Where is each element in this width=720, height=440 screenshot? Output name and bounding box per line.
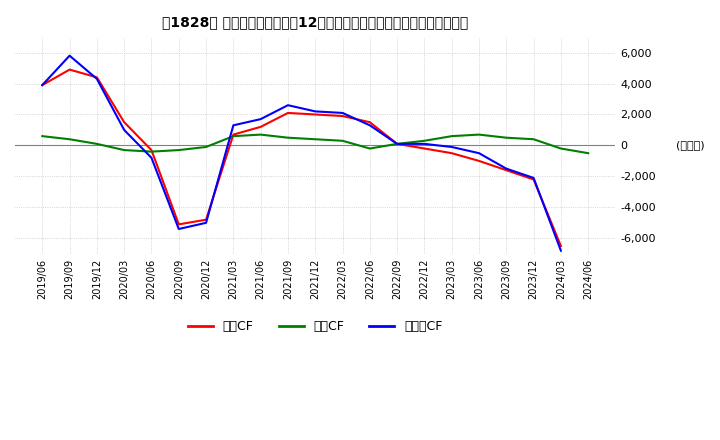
営業CF bbox=[420, 146, 428, 151]
フリーCF bbox=[393, 141, 402, 147]
投資CF bbox=[229, 133, 238, 139]
Legend: 営業CF, 投資CF, フリーCF: 営業CF, 投資CF, フリーCF bbox=[183, 315, 448, 338]
フリーCF bbox=[284, 103, 292, 108]
Line: フリーCF: フリーCF bbox=[42, 56, 561, 251]
営業CF bbox=[38, 82, 47, 88]
フリーCF bbox=[93, 76, 102, 81]
Y-axis label: (百万円): (百万円) bbox=[676, 140, 705, 150]
投資CF bbox=[447, 133, 456, 139]
フリーCF bbox=[529, 175, 538, 180]
投資CF bbox=[502, 135, 510, 140]
投資CF bbox=[529, 136, 538, 142]
投資CF bbox=[366, 146, 374, 151]
営業CF bbox=[66, 67, 74, 72]
投資CF bbox=[474, 132, 483, 137]
フリーCF bbox=[38, 82, 47, 88]
フリーCF bbox=[174, 226, 183, 231]
営業CF bbox=[447, 150, 456, 156]
営業CF bbox=[202, 217, 210, 222]
投資CF bbox=[120, 147, 128, 153]
フリーCF bbox=[338, 110, 347, 116]
営業CF bbox=[474, 158, 483, 164]
営業CF bbox=[366, 120, 374, 125]
営業CF bbox=[338, 114, 347, 119]
投資CF bbox=[66, 136, 74, 142]
投資CF bbox=[584, 150, 593, 156]
Line: 営業CF: 営業CF bbox=[42, 70, 561, 246]
フリーCF bbox=[420, 141, 428, 147]
投資CF bbox=[420, 138, 428, 143]
投資CF bbox=[38, 133, 47, 139]
投資CF bbox=[174, 147, 183, 153]
営業CF bbox=[502, 168, 510, 173]
フリーCF bbox=[474, 150, 483, 156]
フリーCF bbox=[120, 127, 128, 132]
フリーCF bbox=[256, 117, 265, 122]
投資CF bbox=[393, 141, 402, 147]
フリーCF bbox=[147, 155, 156, 161]
営業CF bbox=[229, 132, 238, 137]
営業CF bbox=[311, 112, 320, 117]
投資CF bbox=[147, 149, 156, 154]
投資CF bbox=[256, 132, 265, 137]
営業CF bbox=[174, 222, 183, 227]
営業CF bbox=[93, 75, 102, 80]
営業CF bbox=[393, 141, 402, 147]
フリーCF bbox=[229, 123, 238, 128]
フリーCF bbox=[447, 144, 456, 150]
フリーCF bbox=[311, 109, 320, 114]
フリーCF bbox=[557, 248, 565, 253]
営業CF bbox=[120, 120, 128, 125]
営業CF bbox=[557, 243, 565, 249]
Title: 　1828　 キャッシュフローの12か月移動合計の対前年同期増減額の推移: 1828 キャッシュフローの12か月移動合計の対前年同期増減額の推移 bbox=[162, 15, 469, 29]
投資CF bbox=[557, 146, 565, 151]
フリーCF bbox=[502, 166, 510, 171]
営業CF bbox=[529, 177, 538, 182]
投資CF bbox=[284, 135, 292, 140]
営業CF bbox=[284, 110, 292, 116]
フリーCF bbox=[66, 53, 74, 59]
投資CF bbox=[202, 144, 210, 150]
投資CF bbox=[311, 136, 320, 142]
営業CF bbox=[147, 147, 156, 153]
営業CF bbox=[256, 124, 265, 129]
フリーCF bbox=[366, 123, 374, 128]
投資CF bbox=[338, 138, 347, 143]
Line: 投資CF: 投資CF bbox=[42, 135, 588, 153]
投資CF bbox=[93, 141, 102, 147]
フリーCF bbox=[202, 220, 210, 225]
